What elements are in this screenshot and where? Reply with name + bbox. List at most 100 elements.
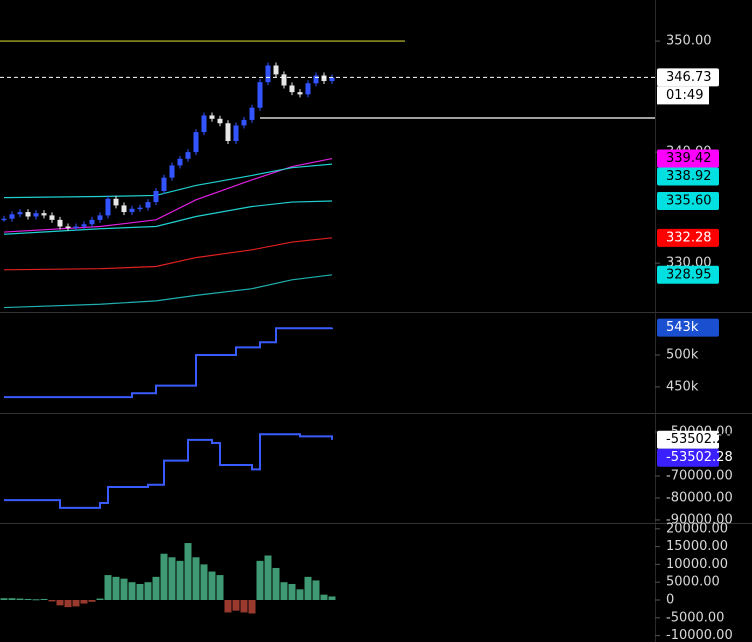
candle (25, 212, 31, 217)
indicator-line (3, 163, 333, 199)
y-tick-label: -90000.00 (666, 512, 733, 527)
candle (49, 215, 55, 220)
candle (9, 214, 15, 219)
histogram-bar (216, 575, 224, 600)
histogram-bar (120, 578, 128, 600)
data-line (4, 327, 333, 399)
candle (241, 119, 247, 126)
candle (329, 77, 335, 82)
price-label: 339.42 (666, 151, 712, 166)
candle (225, 123, 231, 142)
candle (129, 208, 135, 213)
histogram-bar (192, 557, 200, 600)
histogram-bar (224, 599, 232, 613)
y-tick-label: 0 (666, 592, 674, 607)
candle (81, 224, 87, 227)
price-label-box (657, 448, 719, 467)
histogram-bar (152, 576, 160, 600)
histogram-bar (184, 543, 192, 600)
histogram-bar (96, 598, 104, 600)
price-label-box (657, 228, 719, 247)
candle (33, 213, 39, 217)
price-label: 543k (666, 320, 699, 335)
histogram-bar (200, 564, 208, 600)
y-tick-label: 450k (666, 379, 699, 394)
histogram-bar (288, 583, 296, 600)
histogram-bar (48, 599, 56, 602)
candle (281, 74, 287, 86)
countdown: 01:49 (666, 88, 703, 103)
histogram-bar (160, 553, 168, 600)
histogram-bar (136, 583, 144, 600)
candle (249, 107, 255, 120)
data-line (4, 433, 333, 509)
histogram-bar (272, 567, 280, 600)
candle (193, 132, 199, 153)
histogram-bar (88, 599, 96, 602)
candle (313, 75, 319, 84)
histogram-bar (304, 576, 312, 600)
y-tick-label: 350.00 (666, 34, 712, 49)
y-tick-label: -10000.00 (666, 628, 733, 642)
candle (97, 215, 103, 220)
histogram-bar (176, 560, 184, 600)
histogram-bar (104, 575, 112, 600)
price-label: -53502.28 (666, 432, 733, 447)
price-label-box (657, 68, 719, 87)
histogram-bar (112, 576, 120, 600)
candle (289, 85, 295, 93)
histogram-bar (296, 589, 304, 600)
countdown-box (657, 86, 709, 105)
histogram-bar (320, 594, 328, 600)
candle (153, 190, 159, 203)
y-tick-label: 500k (666, 348, 699, 363)
candle (169, 165, 175, 178)
candle (105, 198, 111, 216)
histogram-bar (232, 599, 240, 611)
histogram-bar (32, 599, 40, 601)
indicator-line (3, 237, 333, 271)
histogram-bar (280, 582, 288, 600)
price-label: 328.95 (666, 267, 712, 282)
y-tick-label: -70000.00 (666, 468, 733, 483)
y-tick-label: -5000.00 (666, 610, 724, 625)
candle (257, 82, 263, 108)
histogram-bar (8, 598, 16, 600)
candle (305, 83, 311, 95)
histogram-bar (256, 560, 264, 600)
price-label: 338.92 (666, 169, 712, 184)
histogram-bar (64, 599, 72, 608)
candle (265, 65, 271, 83)
price-label-box (657, 430, 719, 449)
candle (121, 205, 127, 213)
price-label: -53502.28 (666, 450, 733, 465)
indicator-line (3, 157, 333, 233)
histogram-bar (168, 557, 176, 600)
histogram-bar (264, 555, 272, 600)
candle (73, 226, 79, 229)
candle (321, 75, 327, 82)
candle (297, 92, 303, 95)
price-label-box (657, 167, 719, 186)
y-tick-label: 10000.00 (666, 557, 728, 572)
candle (41, 213, 47, 216)
candle (161, 177, 167, 191)
y-tick-label: -80000.00 (666, 490, 733, 505)
histogram-bar (56, 599, 64, 606)
candle (57, 219, 63, 227)
candle (177, 158, 183, 166)
histogram-bar (16, 598, 24, 600)
price-label: 346.73 (666, 70, 712, 85)
histogram-bar (208, 571, 216, 600)
histogram-bar (40, 598, 48, 600)
price-label-box (657, 149, 719, 168)
candle (145, 202, 151, 208)
histogram-bar (312, 580, 320, 600)
histogram-bar (128, 582, 136, 600)
price-label-box (657, 191, 719, 210)
candle (113, 198, 119, 206)
candle (137, 207, 143, 210)
y-tick-label: 5000.00 (666, 575, 720, 590)
